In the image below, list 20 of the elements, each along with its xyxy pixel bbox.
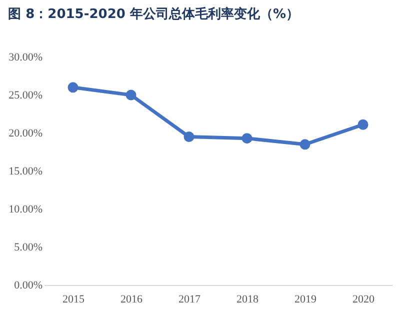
- y-tick-label: 30.00%: [8, 52, 42, 64]
- x-tick-label: 2017: [178, 294, 201, 306]
- y-tick-label: 0.00%: [14, 280, 42, 292]
- x-tick-label: 2015: [62, 294, 85, 306]
- point: [68, 82, 78, 93]
- x-tick-label: 2016: [120, 294, 143, 306]
- x-tick-label: 2019: [294, 294, 317, 306]
- y-tick-label: 10.00%: [8, 204, 42, 216]
- point: [242, 133, 252, 144]
- x-tick-label: 2018: [236, 294, 259, 306]
- chart-title: 图 8：2015-2020 年公司总体毛利率变化（%）: [8, 6, 299, 22]
- y-tick-label: 25.00%: [8, 90, 42, 102]
- point: [358, 119, 368, 130]
- y-tick-label: 5.00%: [14, 242, 42, 254]
- point: [300, 139, 310, 150]
- y-tick-label: 15.00%: [8, 166, 42, 178]
- x-tick-label: 2020: [352, 294, 375, 306]
- point: [126, 90, 136, 100]
- y-tick-label: 20.00%: [8, 128, 42, 140]
- point: [184, 132, 194, 142]
